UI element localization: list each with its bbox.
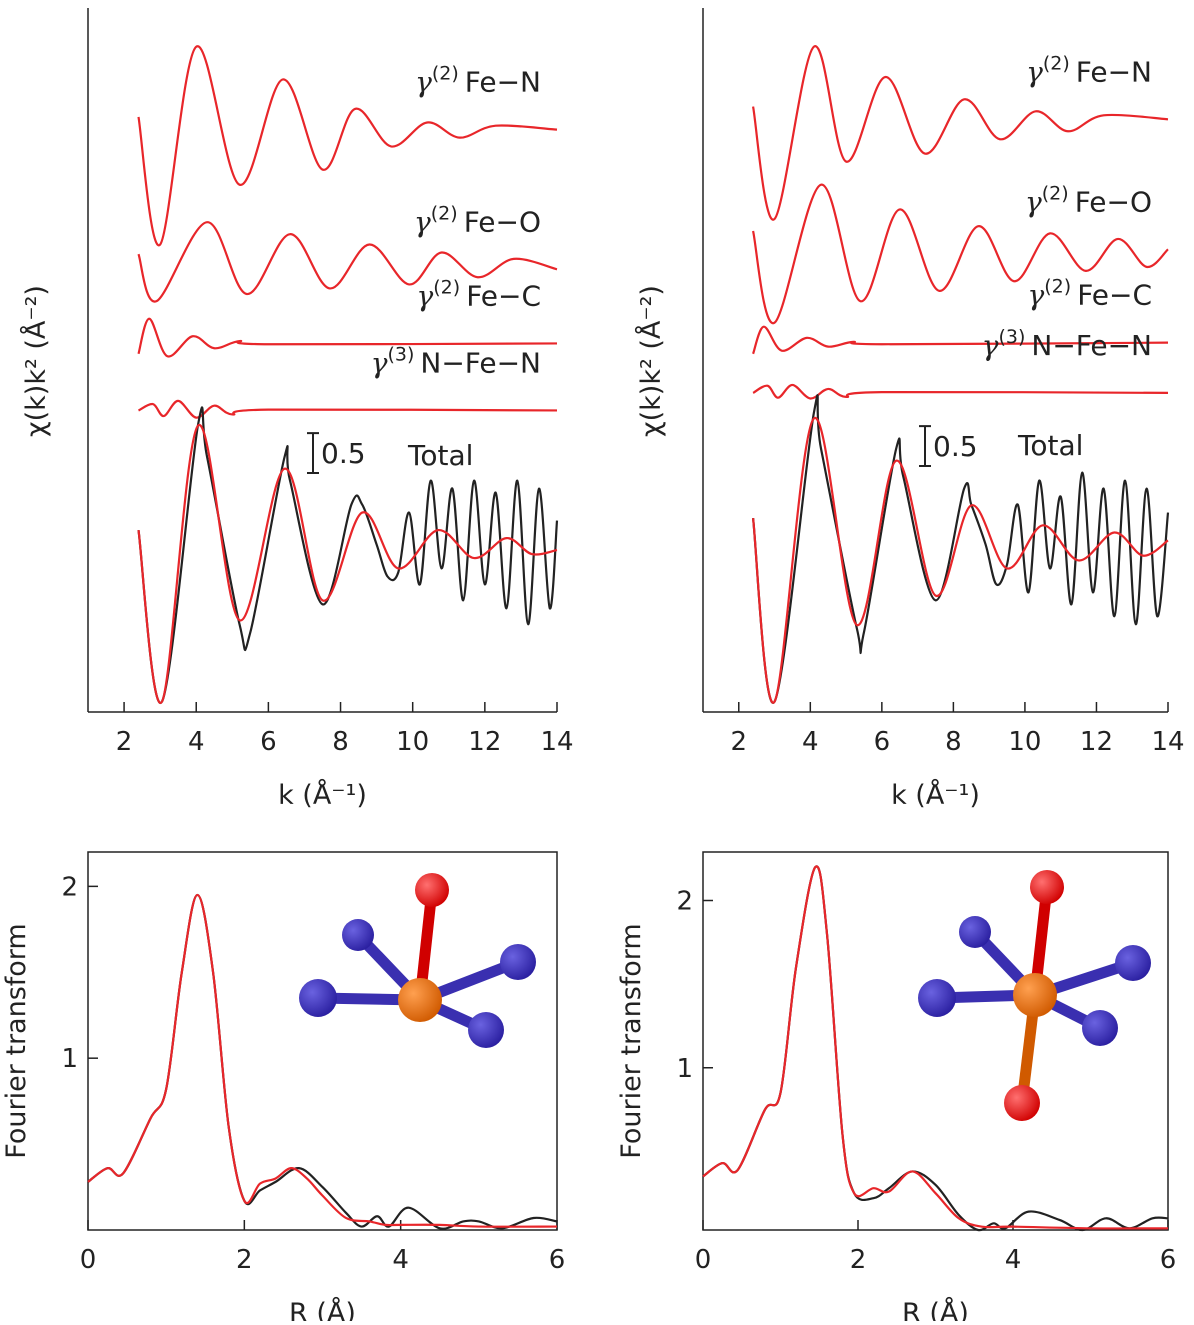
series-label: γ(2) Fe−C — [417, 276, 541, 312]
series-label: γ(3) N−Fe−N — [982, 326, 1152, 362]
series-label: γ(2) Fe−O — [414, 202, 541, 238]
series-symbol: γ — [417, 279, 434, 312]
series-symbol: γ — [1028, 279, 1045, 312]
scale-bar-label: 0.5 — [321, 437, 366, 470]
x-tick-label: 2 — [730, 727, 747, 757]
x-tick-label: 2 — [236, 1245, 253, 1275]
x-tick-label: 0 — [80, 1245, 97, 1275]
x-tick-label: 14 — [1151, 727, 1184, 757]
scale-bar — [919, 426, 931, 466]
x-tick-label: 6 — [1160, 1245, 1177, 1275]
x-tick-label: 10 — [396, 727, 429, 757]
series-label: γ(2) Fe−N — [1026, 52, 1152, 88]
x-tick-label: 8 — [332, 727, 349, 757]
x-tick-label: 2 — [116, 727, 133, 757]
x-tick-label: 4 — [392, 1245, 409, 1275]
x-tick-label: 4 — [188, 727, 205, 757]
series-label: Total — [407, 439, 473, 472]
series-symbol: γ — [415, 66, 432, 99]
x-tick-label: 10 — [1008, 727, 1041, 757]
series-label: γ(2) Fe−N — [415, 63, 541, 99]
x-tick-label: 14 — [540, 727, 573, 757]
x-axis-label: R (Å) — [289, 1297, 356, 1321]
series-symbol: γ — [414, 205, 431, 238]
x-tick-label: 12 — [1080, 727, 1113, 757]
y-axis-label: Fourier transform — [1, 923, 32, 1158]
molecule-right — [918, 870, 1151, 1121]
series-superscript: (2) — [1042, 182, 1069, 204]
data-line — [88, 895, 557, 1227]
data-line — [753, 385, 1168, 399]
x-tick-label: 12 — [468, 727, 501, 757]
series-name: Fe−C — [1077, 279, 1152, 312]
x-tick-label: 6 — [874, 727, 891, 757]
y-axis-label: Fourier transform — [616, 923, 647, 1158]
series-name: N−Fe−N — [1031, 329, 1152, 362]
y-tick-label: 2 — [61, 872, 78, 902]
series-superscript: (2) — [433, 276, 460, 298]
y-axis-label: χ(k)k² (Å⁻²) — [635, 285, 667, 437]
series-label: γ(3) N−Fe−N — [371, 343, 541, 379]
data-line — [88, 895, 557, 1229]
x-tick-label: 4 — [1005, 1245, 1022, 1275]
scale-bar — [307, 433, 319, 473]
x-tick-label: 6 — [549, 1245, 566, 1275]
y-tick-label: 2 — [676, 887, 693, 917]
series-name: Fe−N — [465, 66, 541, 99]
x-tick-label: 6 — [260, 727, 277, 757]
series-superscript: (2) — [431, 202, 458, 224]
series-superscript: (2) — [1044, 276, 1071, 298]
series-superscript: (2) — [1043, 52, 1070, 74]
x-tick-label: 4 — [802, 727, 819, 757]
series-symbol: γ — [1026, 55, 1043, 88]
figure: 2468101214k (Å⁻¹)χ(k)k² (Å⁻²)γ(2)Fe−Nγ(2… — [0, 0, 1194, 1321]
series-name: N−Fe−N — [420, 346, 541, 379]
series-symbol: γ — [982, 329, 999, 362]
series-label: Total — [1017, 429, 1083, 462]
x-tick-label: 0 — [695, 1245, 712, 1275]
scale-bar-label: 0.5 — [933, 430, 978, 463]
x-tick-label: 2 — [850, 1245, 867, 1275]
x-axis-label: k (Å⁻¹) — [278, 779, 367, 811]
series-superscript: (3) — [387, 343, 414, 365]
series-superscript: (2) — [432, 63, 459, 85]
y-tick-label: 1 — [61, 1044, 78, 1074]
series-symbol: γ — [371, 346, 388, 379]
series-name: Fe−N — [1076, 55, 1152, 88]
series-symbol: γ — [1025, 185, 1042, 218]
series-name: Fe−O — [1075, 185, 1152, 218]
series-name: Fe−O — [464, 205, 541, 238]
y-axis-label: χ(k)k² (Å⁻²) — [20, 285, 52, 437]
data-line — [703, 866, 1168, 1230]
x-axis-label: R (Å) — [902, 1297, 969, 1321]
molecule-left — [299, 873, 536, 1048]
series-label: γ(2) Fe−O — [1025, 182, 1152, 218]
series-name: Fe−C — [466, 279, 541, 312]
series-label: γ(2) Fe−C — [1028, 276, 1152, 312]
x-axis-label: k (Å⁻¹) — [891, 779, 980, 811]
x-tick-label: 8 — [945, 727, 962, 757]
series-superscript: (3) — [998, 326, 1025, 348]
y-tick-label: 1 — [676, 1054, 693, 1084]
data-line — [703, 866, 1168, 1228]
